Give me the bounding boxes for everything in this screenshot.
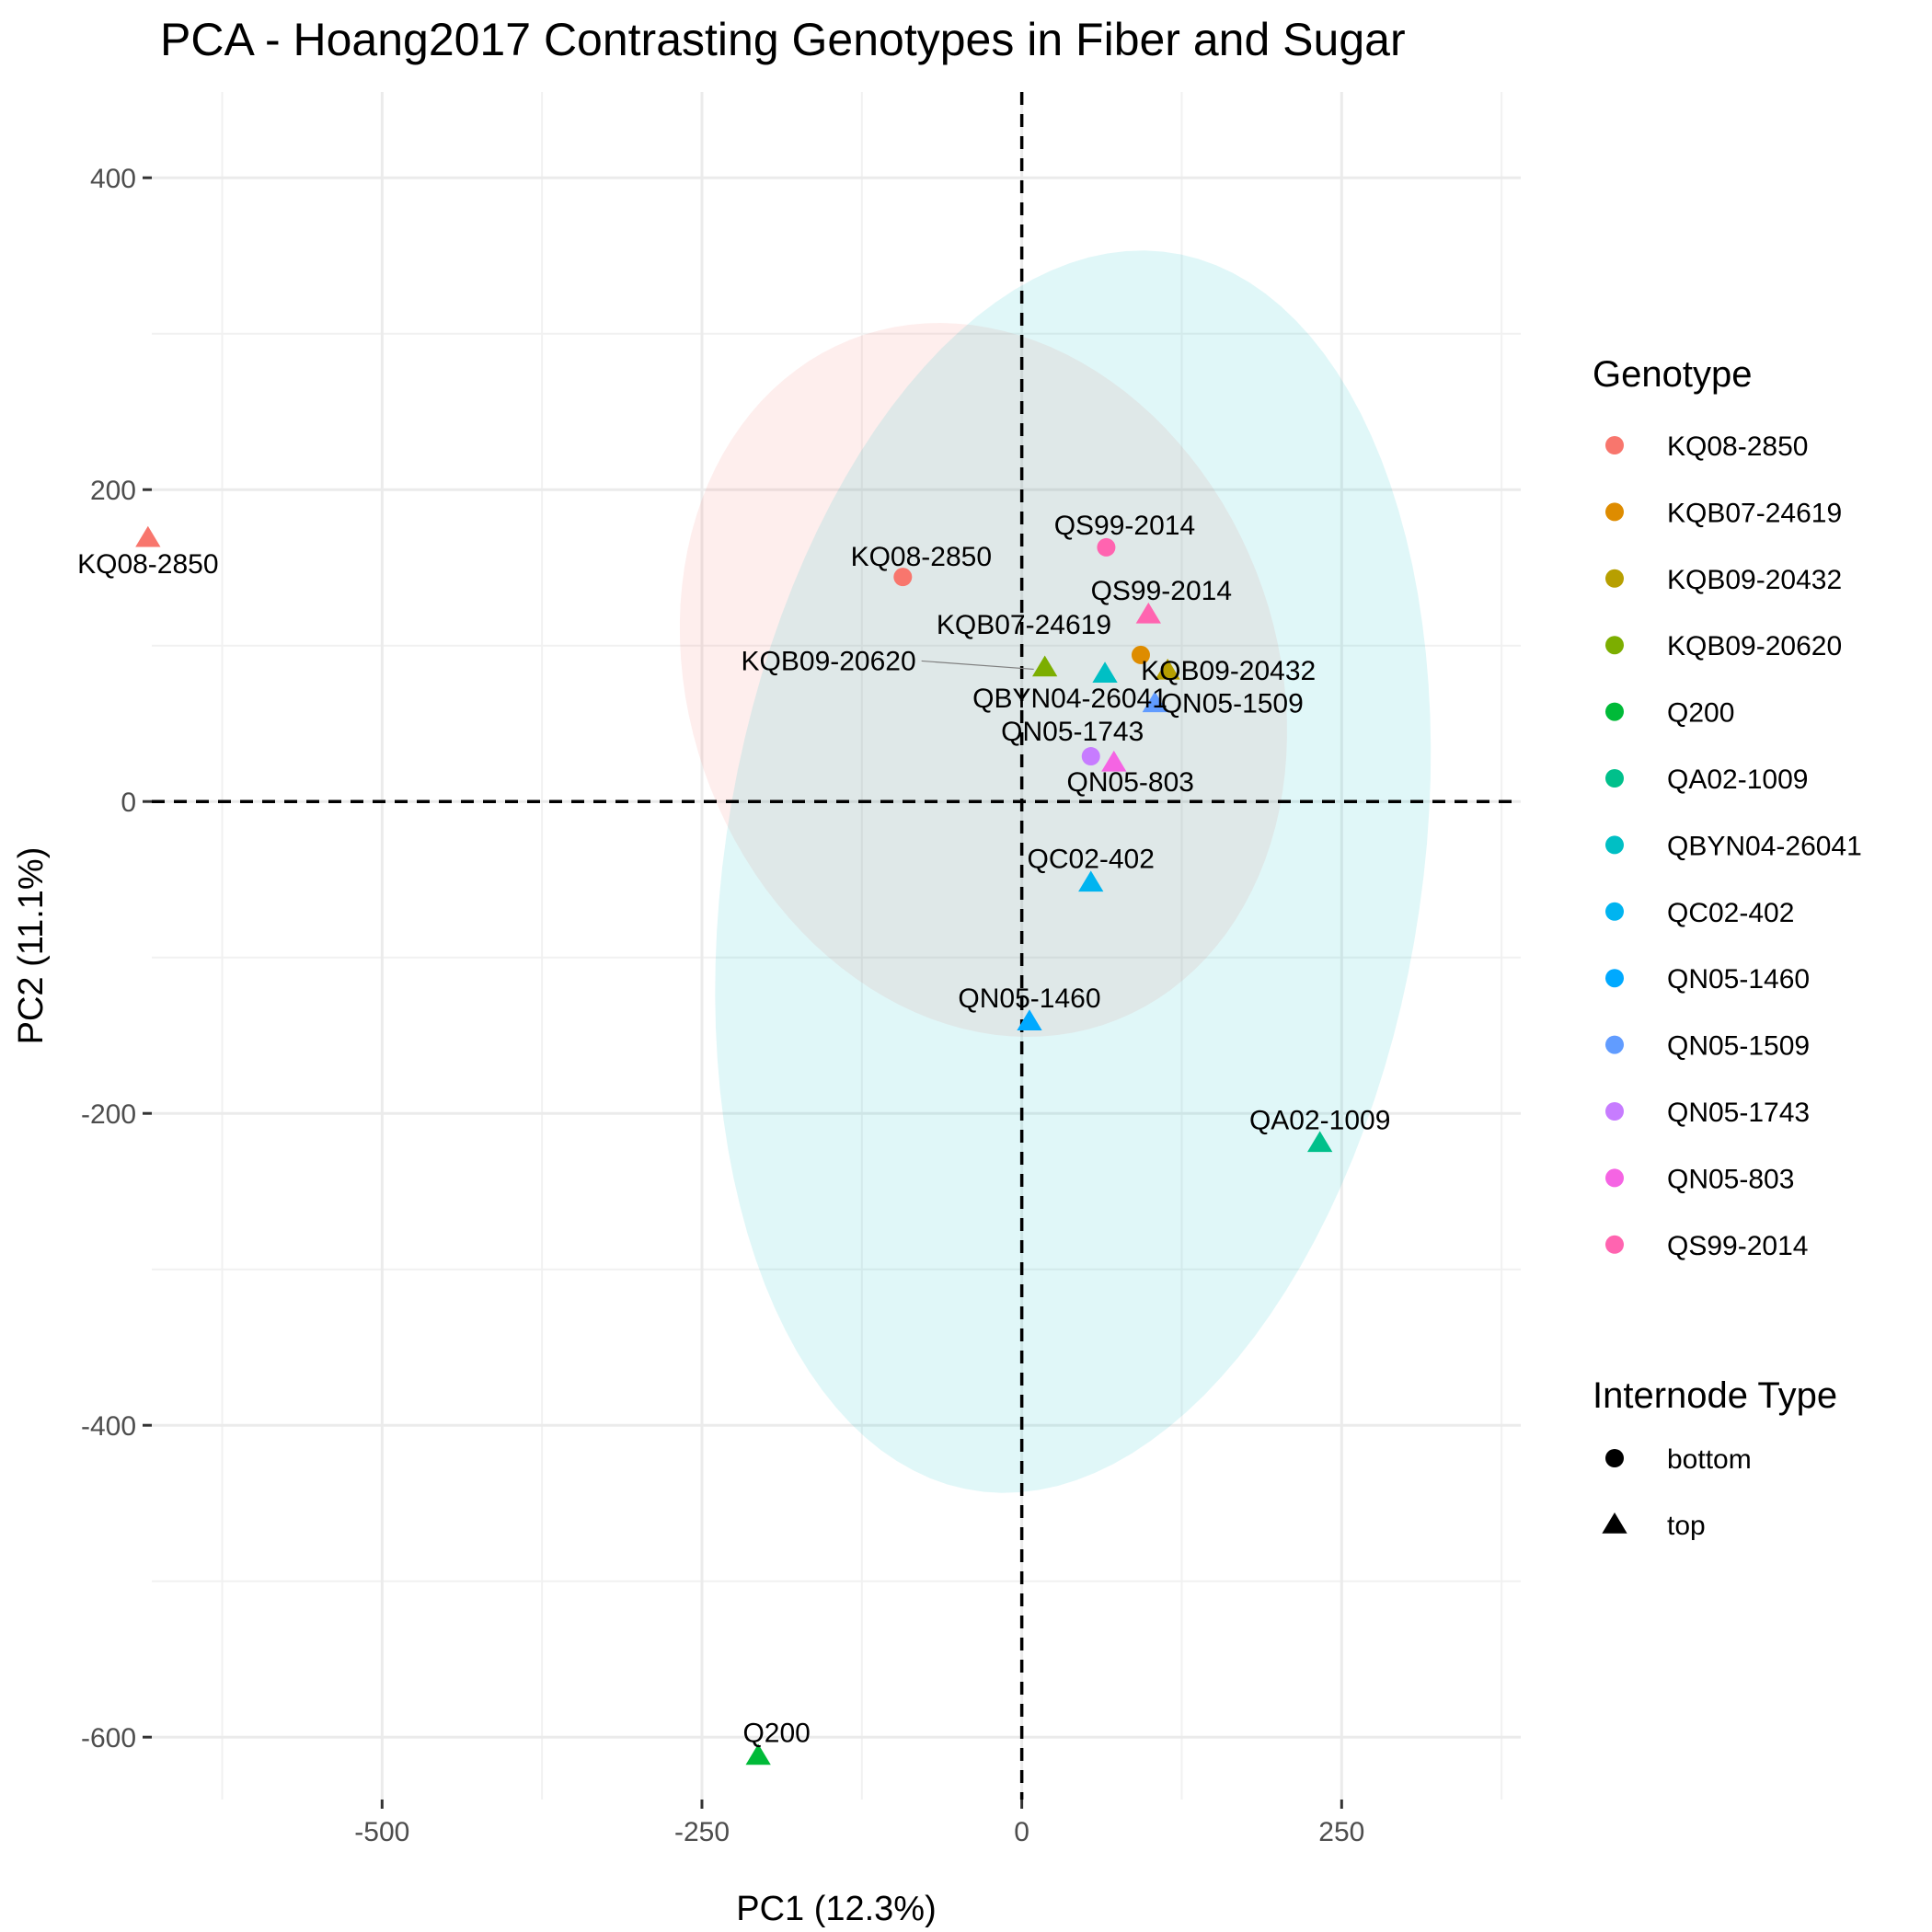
y-tick-label: 0 bbox=[121, 788, 136, 818]
x-tick-label: -500 bbox=[354, 1817, 409, 1847]
legend-shape-key-top bbox=[1602, 1512, 1627, 1534]
legend-genotype-key bbox=[1605, 1102, 1624, 1121]
legend-genotype-key bbox=[1605, 835, 1624, 855]
confidence-ellipses bbox=[679, 250, 1432, 1493]
point-label-QA02-1009: QA02-1009 bbox=[1249, 1105, 1390, 1135]
y-axis: -600 -400 -200 0 200 400 bbox=[81, 164, 152, 1754]
data-points bbox=[135, 525, 1333, 1765]
y-tick-label: -600 bbox=[81, 1723, 136, 1754]
legend-genotype: Genotype KQ08-2850 KQB07-24619 KQB09-20432… bbox=[1593, 354, 1862, 1261]
legend-shape-label: top bbox=[1667, 1511, 1706, 1541]
grid-minor bbox=[152, 92, 1521, 1800]
legend-genotype-key bbox=[1605, 636, 1624, 655]
point-KQ08-2850-top bbox=[135, 525, 161, 547]
legend-shape-label: bottom bbox=[1667, 1444, 1752, 1475]
legend-genotype-key bbox=[1605, 1235, 1624, 1254]
legend-genotype-label: QC02-402 bbox=[1667, 898, 1794, 928]
legend-genotype-label: KQB09-20432 bbox=[1667, 565, 1842, 595]
y-tick-label: -200 bbox=[81, 1099, 136, 1130]
point-KQB07-24619-bottom bbox=[1131, 645, 1150, 664]
legend-genotype-key bbox=[1605, 1035, 1624, 1054]
point-label-Q200: Q200 bbox=[742, 1719, 810, 1749]
legend-genotype-label: KQ08-2850 bbox=[1667, 431, 1808, 462]
legend-genotype-label: QA02-1009 bbox=[1667, 765, 1808, 795]
legend-genotype-label: KQB07-24619 bbox=[1667, 498, 1842, 528]
legend-genotype-label: QBYN04-26041 bbox=[1667, 831, 1862, 861]
point-label-KQB09-20432: KQB09-20432 bbox=[1141, 656, 1316, 686]
ellipse-top bbox=[715, 250, 1432, 1493]
y-axis-title: PC2 (11.1%) bbox=[12, 847, 51, 1045]
y-tick-label: 400 bbox=[90, 164, 136, 194]
point-QC02-402-top bbox=[1078, 870, 1104, 892]
point-label-QN05-1743: QN05-1743 bbox=[1001, 717, 1144, 747]
y-tick-label: 200 bbox=[90, 476, 136, 506]
legend-genotype-key bbox=[1605, 502, 1624, 522]
ellipse-bottom bbox=[679, 323, 1287, 1037]
point-QA02-1009-top bbox=[1307, 1131, 1333, 1153]
point-KQ08-2850-bottom bbox=[893, 568, 913, 587]
legend-genotype-key bbox=[1605, 769, 1624, 788]
point-QN05-803-top bbox=[1101, 750, 1127, 772]
x-tick-label: -250 bbox=[674, 1817, 730, 1847]
legend-genotype-key bbox=[1605, 436, 1624, 454]
point-label-QBYN04-26041: QBYN04-26041 bbox=[972, 684, 1167, 714]
x-tick-label: 250 bbox=[1318, 1817, 1364, 1847]
point-label-QS99-2014: QS99-2014 bbox=[1054, 511, 1195, 541]
legend-genotype-key bbox=[1605, 569, 1624, 588]
legend-genotype-key bbox=[1605, 902, 1624, 921]
x-axis-title: PC1 (12.3%) bbox=[736, 1890, 937, 1928]
legend-genotype-key bbox=[1605, 702, 1624, 721]
point-QN05-1460-top bbox=[1017, 1009, 1042, 1030]
label-leader-line bbox=[921, 660, 1034, 671]
point-KQB09-20620-top bbox=[1032, 655, 1058, 677]
legend-genotype-key bbox=[1605, 969, 1624, 988]
point-Q200-top bbox=[745, 1743, 771, 1765]
legend-genotype-items: KQ08-2850 KQB07-24619 KQB09-20432 KQB09-206… bbox=[1605, 431, 1862, 1261]
legend-genotype-label: QN05-1509 bbox=[1667, 1031, 1810, 1062]
point-KQB09-20432-top bbox=[1155, 658, 1180, 680]
point-QN05-1509-top bbox=[1142, 691, 1167, 713]
legend-genotype-label: QS99-2014 bbox=[1667, 1231, 1808, 1261]
point-label-KQB09-20620: KQB09-20620 bbox=[742, 646, 916, 676]
chart-title: PCA - Hoang2017 Contrasting Genotypes in… bbox=[160, 14, 1406, 65]
point-label-QN05-1460: QN05-1460 bbox=[958, 983, 1100, 1014]
point-label-QC02-402: QC02-402 bbox=[1028, 844, 1155, 874]
point-label-KQ08-2850: KQ08-2850 bbox=[851, 542, 992, 572]
panel-background bbox=[152, 92, 1521, 1800]
reference-lines bbox=[152, 92, 1521, 1800]
point-label-KQ08-2850: KQ08-2850 bbox=[77, 549, 218, 580]
point-labels: KQ08-2850 KQ08-2850 QS99-2014 QS99-2014 KQB0… bbox=[77, 511, 1390, 1749]
legend-internode-type-items: bottom top bbox=[1602, 1444, 1752, 1541]
point-QN05-1743-bottom bbox=[1081, 747, 1100, 766]
legend-internode-type: Internode Type bottom top bbox=[1593, 1375, 1837, 1541]
point-label-QN05-803: QN05-803 bbox=[1067, 767, 1194, 798]
legend-genotype-label: QN05-803 bbox=[1667, 1164, 1794, 1194]
legend-genotype-label: QN05-1743 bbox=[1667, 1098, 1810, 1128]
point-label-KQB07-24619: KQB07-24619 bbox=[937, 610, 1111, 640]
legend-genotype-label: KQB09-20620 bbox=[1667, 631, 1842, 661]
legend-shape-key-bottom bbox=[1605, 1449, 1624, 1467]
legend-genotype-key bbox=[1605, 1168, 1624, 1188]
x-axis: -500 -250 0 250 bbox=[354, 1800, 1364, 1847]
plot-panel: KQ08-2850 KQ08-2850 QS99-2014 QS99-2014 KQB0… bbox=[77, 92, 1521, 1800]
point-QS99-2014-bottom bbox=[1097, 537, 1116, 557]
point-QS99-2014-top bbox=[1135, 602, 1161, 624]
x-tick-label: 0 bbox=[1014, 1817, 1029, 1847]
legend-genotype-title: Genotype bbox=[1593, 354, 1752, 395]
y-tick-label: -400 bbox=[81, 1411, 136, 1442]
legend-genotype-label: Q200 bbox=[1667, 698, 1734, 729]
legend-genotype-label: QN05-1460 bbox=[1667, 964, 1810, 995]
legend-internode-type-title: Internode Type bbox=[1593, 1375, 1837, 1416]
point-label-QN05-1509: QN05-1509 bbox=[1161, 688, 1304, 719]
point-QBYN04-26041-top bbox=[1092, 661, 1118, 683]
point-label-QS99-2014: QS99-2014 bbox=[1091, 576, 1232, 606]
